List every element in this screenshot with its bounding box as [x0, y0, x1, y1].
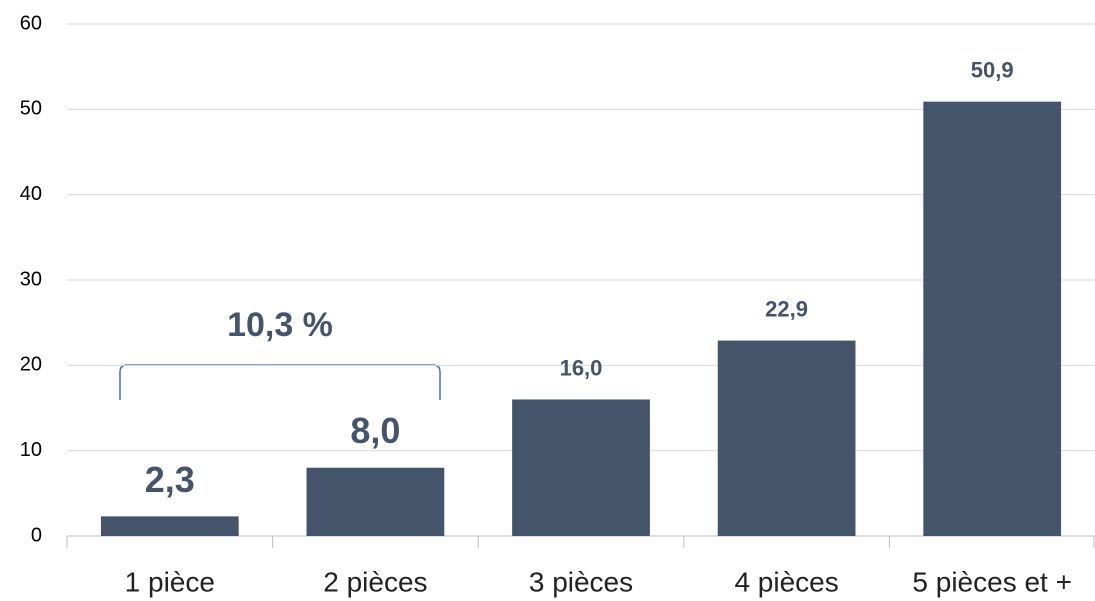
bar	[512, 399, 650, 536]
value-label: 16,0	[560, 355, 603, 380]
y-tick-label: 60	[20, 12, 42, 34]
value-label: 2,3	[145, 459, 195, 500]
y-tick-label: 40	[20, 183, 42, 205]
y-tick-label: 20	[20, 354, 42, 376]
x-tick-label: 3 pièces	[529, 566, 633, 597]
x-tick-label: 2 pièces	[323, 566, 427, 597]
y-tick-label: 30	[20, 268, 42, 290]
bar	[306, 467, 445, 536]
value-label: 8,0	[350, 410, 400, 451]
bar	[100, 516, 239, 536]
x-tick-label: 1 pièce	[125, 566, 215, 597]
bar	[923, 101, 1062, 537]
y-tick-label: 50	[20, 98, 42, 120]
annotation: 10,3 %	[227, 306, 333, 344]
value-label: 50,9	[971, 57, 1014, 82]
bracket	[119, 364, 441, 400]
y-tick-label: 0	[31, 524, 42, 546]
x-tick-label: 4 pièces	[734, 566, 838, 597]
value-label: 22,9	[765, 296, 808, 321]
x-tick-label: 5 pièces et +	[912, 566, 1072, 597]
bar	[717, 340, 856, 536]
y-tick-label: 10	[20, 439, 42, 461]
